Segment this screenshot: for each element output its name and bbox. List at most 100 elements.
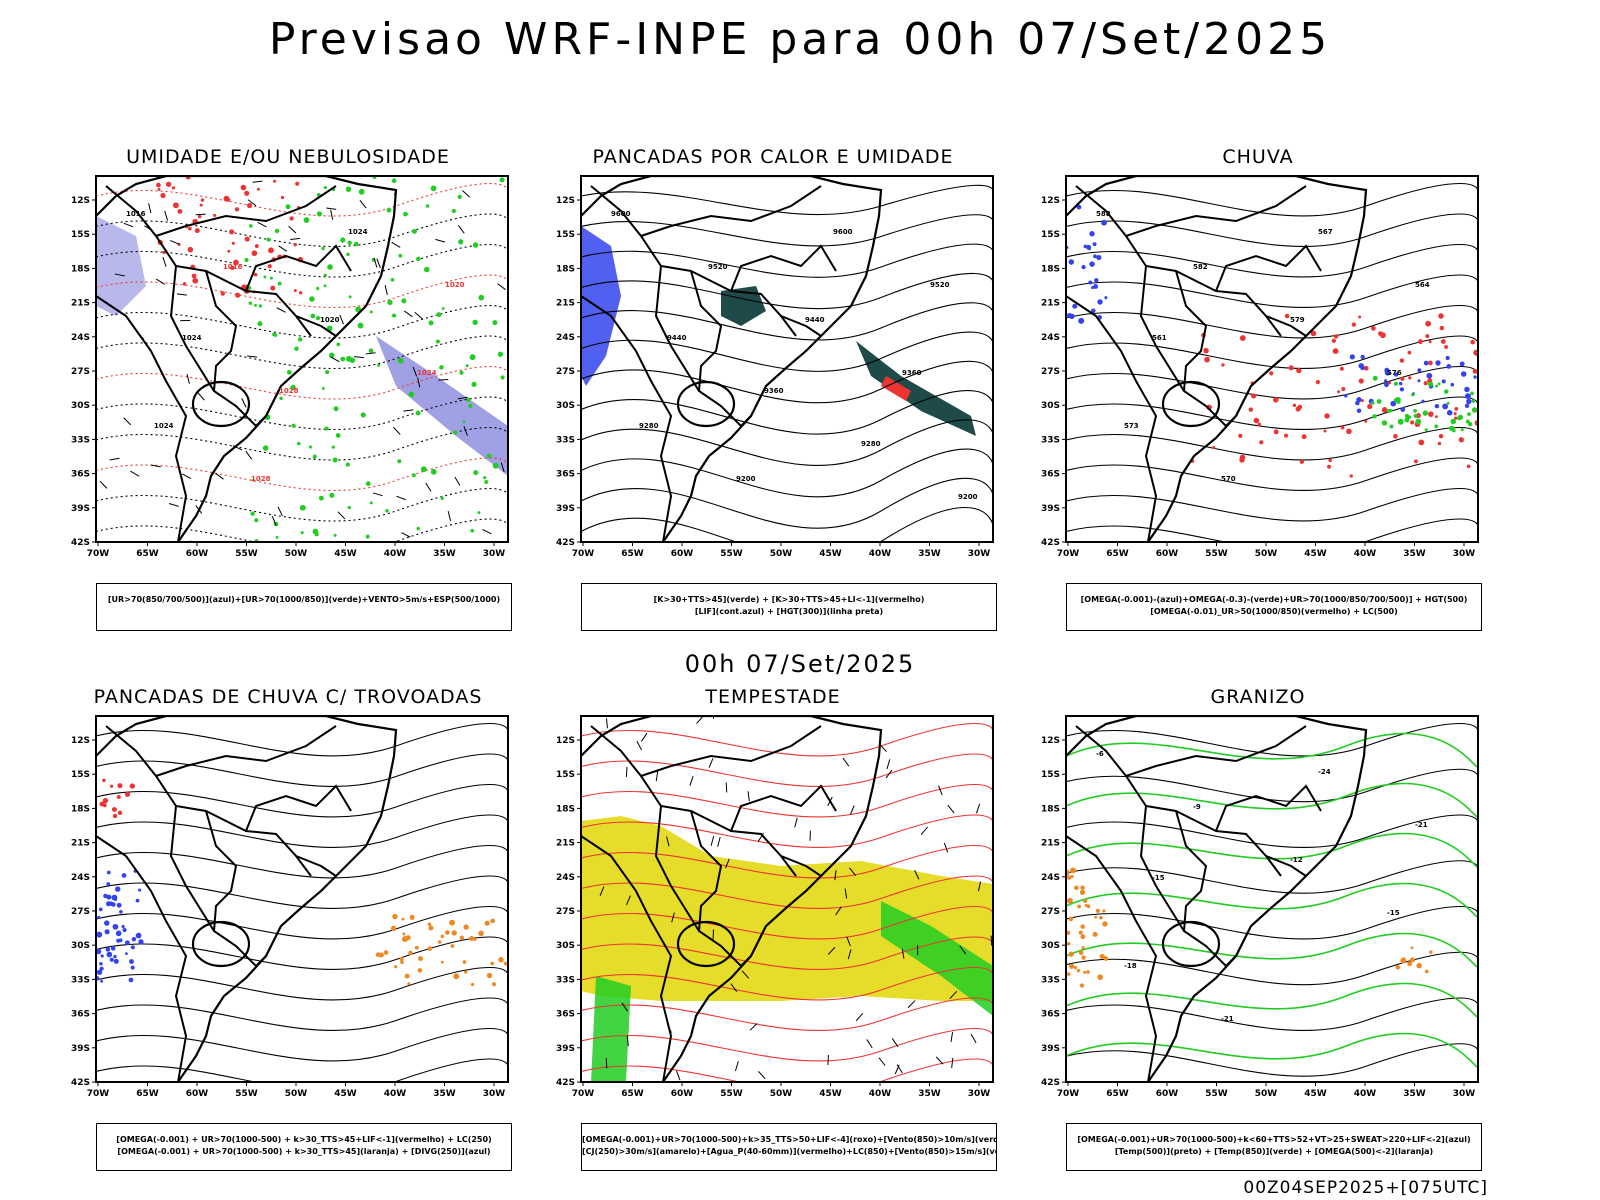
field-dot [1092, 931, 1098, 937]
contour-label: 579 [1290, 316, 1305, 324]
wind-vector [330, 209, 334, 220]
field-dot [1360, 354, 1365, 360]
field-dot [1363, 365, 1369, 371]
field-dot [425, 204, 430, 208]
field-dot [325, 370, 330, 375]
isoline [1066, 335, 1478, 370]
wind-vector [457, 224, 465, 234]
field-dot [315, 315, 321, 321]
wind-vector [975, 803, 981, 814]
field-dot [1079, 889, 1086, 895]
field-dot [1413, 413, 1418, 419]
lat-label: 24S [71, 873, 90, 883]
field-dot [303, 217, 310, 223]
wind-vector [712, 716, 715, 719]
field-dot [321, 386, 325, 390]
field-dot [109, 957, 114, 962]
field-dot [1239, 457, 1245, 463]
field-dot [1283, 433, 1289, 438]
wind-vector [827, 946, 836, 955]
field-dot [451, 208, 456, 214]
field-dot [1384, 367, 1390, 373]
lat-label: 15S [71, 770, 90, 780]
wind-vector [990, 935, 993, 946]
lat-label: 27S [556, 907, 575, 917]
contour-label: 9520 [930, 281, 950, 289]
field-dot [1446, 409, 1453, 416]
lon-label: 60W [186, 1089, 209, 1099]
field-dot [177, 208, 183, 214]
lat-label: 27S [556, 367, 575, 377]
field-dot [328, 352, 335, 359]
field-dot [486, 453, 492, 459]
field-dot [1408, 376, 1412, 380]
field-dot [1370, 325, 1376, 331]
field-dot [390, 277, 395, 282]
field-dot [138, 939, 144, 945]
field-dot [335, 433, 341, 438]
wind-vector [404, 310, 413, 318]
field-dot [105, 947, 111, 952]
field-dot [423, 266, 430, 273]
contour-label: 9200 [958, 493, 978, 501]
contour-label: 1024 [417, 369, 437, 377]
field-dot [427, 922, 432, 927]
isoline [96, 274, 508, 309]
field-dot [1203, 347, 1209, 354]
country-border [1139, 265, 1185, 392]
field-dot [462, 960, 467, 964]
lon-label: 65W [621, 1089, 644, 1099]
wind-vector [914, 869, 920, 880]
field-dot [314, 532, 319, 537]
wind-vector [749, 1022, 758, 1031]
field-dot [104, 929, 110, 935]
field-dot [462, 420, 466, 424]
wind-vector [725, 782, 728, 793]
wind-vector [109, 457, 120, 461]
wind-vector [215, 472, 224, 480]
wind-vector [247, 355, 258, 358]
isoline [1066, 860, 1478, 894]
field-dot [1093, 254, 1097, 259]
field-dot [1204, 356, 1210, 363]
panel-title: UMIDADE E/OU NEBULOSIDADE [126, 146, 450, 168]
lon-label: 70W [572, 549, 595, 559]
isoline [581, 1027, 993, 1062]
field-dot [309, 296, 315, 302]
field-dot [451, 930, 457, 936]
field-dot [1324, 413, 1330, 419]
country-border [245, 784, 352, 832]
legend-line: [UR>70(850/700/500)](azul)+[UR>70(1000/8… [107, 595, 501, 604]
wind-vector [195, 213, 206, 216]
field-dot [96, 931, 103, 938]
temp-850-isoline [1066, 982, 1478, 1018]
field-dot [1102, 921, 1108, 927]
field-dot [1096, 255, 1102, 261]
wind-vector [696, 716, 704, 724]
panel-title: CHUVA [1222, 146, 1294, 168]
wind-vector [288, 225, 297, 234]
field-dot [251, 478, 255, 482]
field-dot [1422, 410, 1429, 416]
country-border [640, 185, 822, 237]
lat-label: 42S [556, 1078, 575, 1088]
field-dot [1443, 389, 1449, 394]
field-dot [1339, 366, 1344, 371]
lat-label: 21S [556, 839, 575, 849]
isoline [581, 448, 993, 498]
field-dot [124, 791, 131, 797]
wind-vector [403, 409, 414, 412]
lon-label: 60W [671, 1089, 694, 1099]
country-border [654, 265, 700, 392]
field-dot [1093, 284, 1099, 289]
lat-label: 39S [1041, 1044, 1060, 1054]
field-dot [124, 940, 130, 946]
isoline [96, 304, 508, 339]
field-dot [1464, 393, 1471, 400]
wind-vector [384, 284, 388, 295]
field-dot [427, 946, 433, 951]
field-dot [499, 177, 505, 183]
field-dot [1367, 403, 1373, 410]
wind-vector [176, 293, 187, 296]
weather-map: 588 582 579 576 573 570 567 564 561 12S 15S 18S 21S 2… [1041, 175, 1479, 559]
